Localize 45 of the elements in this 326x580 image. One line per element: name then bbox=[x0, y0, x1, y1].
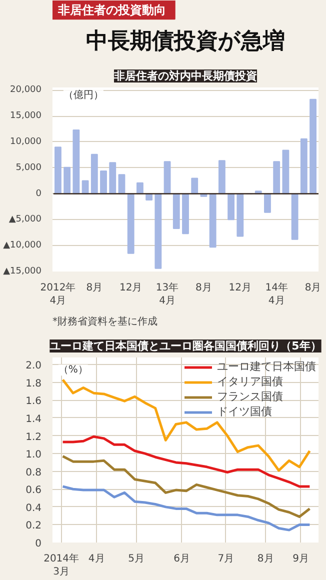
y-tick-label: 10,000 bbox=[10, 136, 42, 147]
y-tick-label: 0.4 bbox=[26, 502, 42, 514]
legend-label: フランス国債 bbox=[217, 389, 283, 404]
legend-label: ドイツ国債 bbox=[217, 404, 272, 419]
x-tick-label: 5月 bbox=[128, 554, 144, 564]
y-tick-label: 1.0 bbox=[26, 450, 42, 461]
y-tick-label: 15,000 bbox=[10, 111, 42, 122]
chart-title: 非居住者の対内中長期債投資 bbox=[113, 70, 257, 82]
chart-title: ユーロ建て日本国債とユーロ圏各国国債利回り（5年） bbox=[50, 340, 322, 352]
text: *財務省資料を基に作成 bbox=[52, 316, 158, 328]
y-tick-label: 2.0 bbox=[26, 360, 42, 372]
x-tick-label: 6月 bbox=[174, 554, 190, 564]
x-tick-label: 2014年 3月 bbox=[44, 552, 80, 578]
y-tick-label: 20,000 bbox=[10, 85, 42, 96]
x-tick-label: 12月 bbox=[228, 282, 252, 294]
x-tick-label: 8月 bbox=[196, 282, 212, 294]
y-tick-label: ▲10,000 bbox=[3, 240, 42, 251]
y-tick-label: 0 bbox=[35, 538, 42, 550]
x-tick-label: 9月 bbox=[292, 554, 310, 564]
y-tick-label: 0.6 bbox=[26, 485, 42, 496]
x-tick-label: 8月 bbox=[86, 282, 103, 294]
x-tick-label: 14年 4月 bbox=[265, 282, 288, 307]
legend-label: イタリア国債 bbox=[217, 374, 283, 389]
y-axis-title: （億円） bbox=[63, 89, 104, 102]
y-tick-label: 1.6 bbox=[26, 396, 42, 408]
x-tick-label: 4月 bbox=[88, 554, 105, 564]
y-tick-label: ▲5,000 bbox=[8, 214, 42, 225]
y-tick-label: 0 bbox=[36, 188, 42, 199]
y-tick-label: 1.2 bbox=[26, 432, 42, 443]
y-axis-title: （%） bbox=[58, 364, 88, 376]
x-tick-label: 8月 bbox=[304, 282, 322, 294]
y-tick-label: 0.2 bbox=[26, 520, 42, 532]
legend-label: ユーロ建て日本国債 bbox=[217, 359, 316, 374]
x-tick-label: 7月 bbox=[218, 554, 234, 564]
y-tick-label: 0.8 bbox=[26, 467, 42, 478]
text: 中長期債投資が急増 bbox=[86, 28, 285, 54]
x-tick-label: 2012年 4月 bbox=[40, 282, 76, 307]
y-tick-label: 1.8 bbox=[26, 378, 42, 390]
x-tick-label: 13年 4月 bbox=[156, 282, 179, 307]
y-tick-label: ▲15,000 bbox=[3, 266, 42, 276]
text: 非居住者の投資動向 bbox=[56, 2, 166, 17]
y-tick-label: 1.4 bbox=[26, 414, 42, 425]
y-tick-label: 5,000 bbox=[16, 162, 42, 173]
x-tick-label: 8月 bbox=[257, 554, 274, 564]
x-tick-label: 12月 bbox=[119, 282, 142, 294]
